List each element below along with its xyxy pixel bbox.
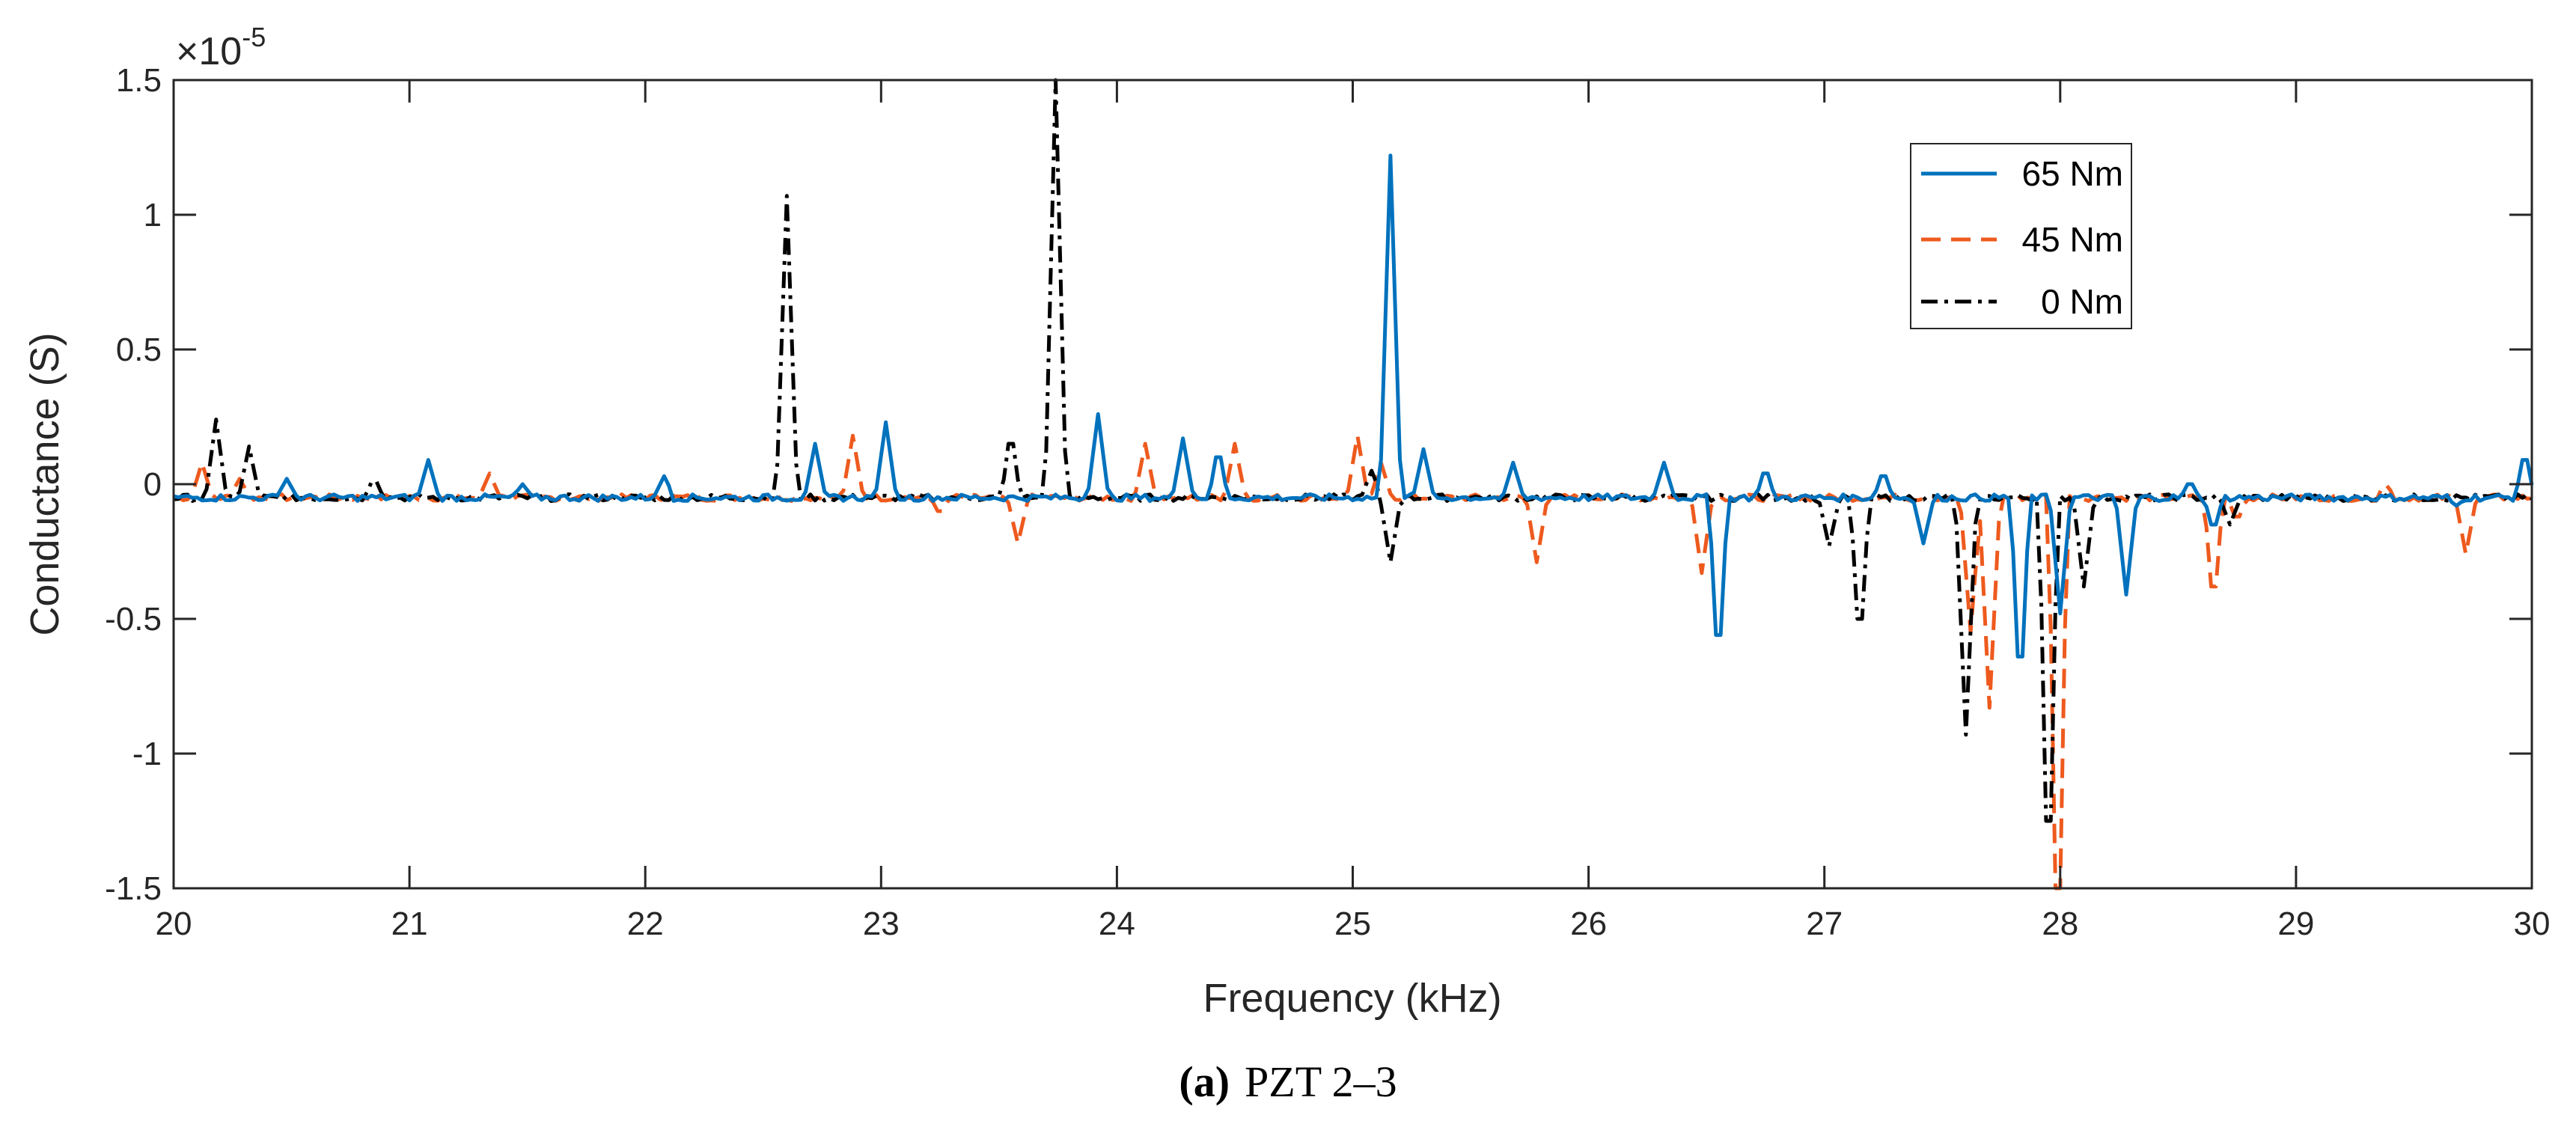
x-tick-label: 26 bbox=[1570, 905, 1607, 942]
legend-label: 65 Nm bbox=[2022, 154, 2123, 193]
x-axis-title: Frequency (kHz) bbox=[1203, 976, 1501, 1021]
plot-background bbox=[174, 80, 2532, 888]
legend-label: 0 Nm bbox=[2041, 282, 2123, 321]
x-tick-label: 21 bbox=[391, 905, 428, 942]
x-tick-label: 23 bbox=[863, 905, 900, 942]
y-axis-title: Conductance (S) bbox=[22, 332, 67, 635]
tick-layer: 20 21 22 23 24 25 26 27 28 29 30 -1.5 -1 -0.5 0 0.5 1 1.5 bbox=[105, 62, 2550, 942]
caption-text: PZT 2–3 bbox=[1245, 1057, 1397, 1106]
y-tick-label: 1 bbox=[144, 197, 162, 233]
y-multiplier-text: ×10 bbox=[176, 30, 242, 73]
x-tick-label: 28 bbox=[2042, 905, 2078, 942]
y-exponent-text: -5 bbox=[242, 22, 266, 52]
x-tick-label: 30 bbox=[2514, 905, 2551, 942]
y-tick-label: -1 bbox=[132, 736, 162, 772]
y-tick-label: -1.5 bbox=[105, 870, 162, 907]
x-tick-label: 27 bbox=[1806, 905, 1843, 942]
legend-label: 45 Nm bbox=[2022, 220, 2123, 259]
x-tick-label: 24 bbox=[1099, 905, 1135, 942]
plot-area: 20 21 22 23 24 25 26 27 28 29 30 -1.5 -1 -0.5 0 0.5 1 1.5 bbox=[105, 62, 2550, 942]
y-tick-label: -0.5 bbox=[105, 601, 162, 638]
caption-label: (a) bbox=[1179, 1057, 1230, 1106]
legend: 65 Nm 45 Nm 0 Nm bbox=[1910, 143, 2132, 329]
series-layer bbox=[173, 78, 2534, 891]
y-tick-label: 0 bbox=[144, 466, 162, 503]
y-tick-label: 1.5 bbox=[116, 62, 162, 99]
x-tick-label: 20 bbox=[156, 905, 192, 942]
y-axis-exponent: ×10-5 bbox=[176, 22, 266, 73]
series-line-65-nm bbox=[173, 153, 2534, 659]
figure-caption: (a) PZT 2–3 bbox=[1179, 1057, 1397, 1106]
x-tick-label: 22 bbox=[627, 905, 664, 942]
y-tick-label: 0.5 bbox=[116, 332, 162, 368]
svg-text:×10-5: ×10-5 bbox=[176, 22, 266, 73]
x-tick-label: 29 bbox=[2277, 905, 2314, 942]
x-tick-label: 25 bbox=[1334, 905, 1371, 942]
